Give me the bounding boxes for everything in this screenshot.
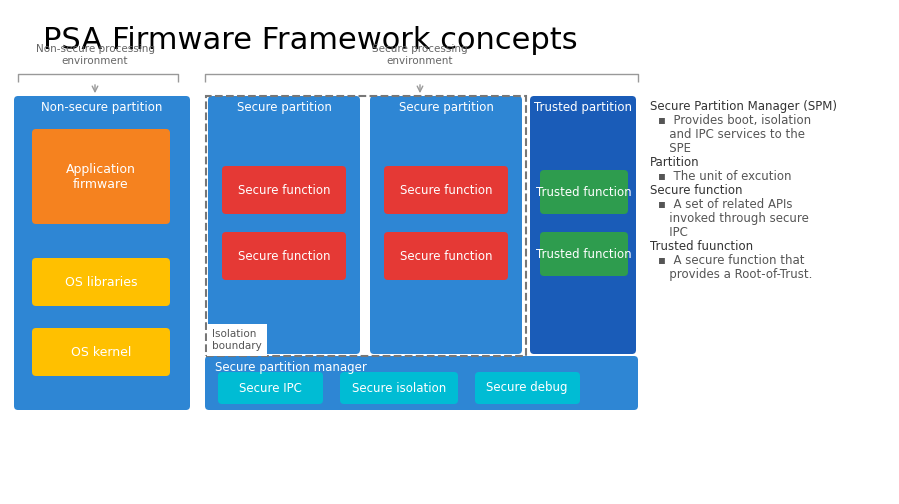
Text: ▪  The unit of excution: ▪ The unit of excution — [658, 170, 791, 183]
Text: ▪  A secure function that: ▪ A secure function that — [658, 254, 805, 267]
Text: Secure processing
environment: Secure processing environment — [372, 44, 467, 66]
Text: ▪  Provides boot, isolation: ▪ Provides boot, isolation — [658, 114, 811, 127]
FancyBboxPatch shape — [475, 372, 580, 404]
Text: Secure function: Secure function — [650, 184, 743, 197]
Text: invoked through secure: invoked through secure — [658, 212, 809, 225]
Text: Trusted function: Trusted function — [536, 247, 632, 261]
FancyBboxPatch shape — [14, 96, 190, 410]
FancyBboxPatch shape — [205, 356, 638, 410]
FancyBboxPatch shape — [540, 170, 628, 214]
FancyBboxPatch shape — [540, 232, 628, 276]
FancyBboxPatch shape — [370, 96, 522, 354]
Text: Secure function: Secure function — [237, 249, 330, 263]
FancyBboxPatch shape — [32, 258, 170, 306]
Text: OS libraries: OS libraries — [65, 276, 138, 288]
Text: Secure function: Secure function — [237, 183, 330, 197]
Text: Secure partition manager: Secure partition manager — [215, 361, 367, 374]
FancyBboxPatch shape — [530, 96, 636, 354]
Text: SPE: SPE — [658, 142, 691, 155]
Text: Partition: Partition — [650, 156, 699, 169]
FancyBboxPatch shape — [218, 372, 323, 404]
FancyBboxPatch shape — [384, 166, 508, 214]
FancyBboxPatch shape — [340, 372, 458, 404]
Text: Non-secure processing
environment: Non-secure processing environment — [35, 44, 155, 66]
Text: Non-secure partition: Non-secure partition — [41, 101, 163, 114]
FancyBboxPatch shape — [208, 96, 360, 354]
Text: Trusted partition: Trusted partition — [534, 101, 632, 114]
Text: IPC: IPC — [658, 226, 688, 239]
Text: Secure partition: Secure partition — [398, 101, 494, 114]
Bar — [206, 96, 526, 356]
Text: PSA Firmware Framework concepts: PSA Firmware Framework concepts — [42, 26, 577, 55]
FancyBboxPatch shape — [32, 328, 170, 376]
FancyBboxPatch shape — [222, 232, 346, 280]
Text: Secure isolation: Secure isolation — [352, 382, 446, 395]
FancyBboxPatch shape — [384, 232, 508, 280]
Text: Secure IPC: Secure IPC — [238, 382, 301, 395]
Text: OS kernel: OS kernel — [71, 346, 131, 358]
Text: Secure function: Secure function — [400, 183, 493, 197]
Text: Secure Partition Manager (SPM): Secure Partition Manager (SPM) — [650, 100, 837, 113]
Text: ▪  A set of related APIs: ▪ A set of related APIs — [658, 198, 793, 211]
Text: provides a Root-of-Trust.: provides a Root-of-Trust. — [658, 268, 813, 281]
Text: Application
firmware: Application firmware — [66, 163, 136, 191]
Text: Isolation
boundary: Isolation boundary — [212, 330, 262, 351]
Text: Trusted fuunction: Trusted fuunction — [650, 240, 753, 253]
Text: Secure function: Secure function — [400, 249, 493, 263]
FancyBboxPatch shape — [32, 129, 170, 224]
Text: Secure partition: Secure partition — [236, 101, 332, 114]
Text: and IPC services to the: and IPC services to the — [658, 128, 805, 141]
Text: Secure debug: Secure debug — [486, 382, 568, 395]
FancyBboxPatch shape — [222, 166, 346, 214]
Text: Trusted function: Trusted function — [536, 185, 632, 199]
